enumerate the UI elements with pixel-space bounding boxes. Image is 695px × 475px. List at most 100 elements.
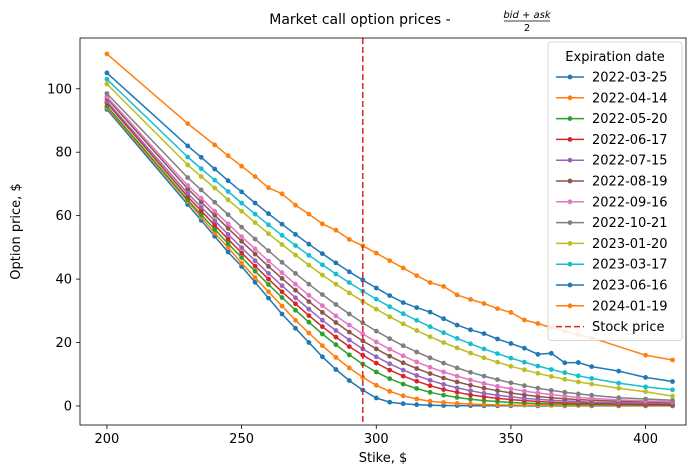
data-point xyxy=(387,346,393,352)
data-point xyxy=(468,396,473,402)
title-formula-numerator: bid + ask xyxy=(503,10,552,21)
data-point xyxy=(373,285,379,291)
data-point xyxy=(481,331,487,336)
data-point xyxy=(239,255,245,260)
data-point xyxy=(293,281,298,287)
data-point xyxy=(225,245,231,250)
data-point xyxy=(427,398,433,404)
data-point xyxy=(508,310,514,315)
data-point xyxy=(252,174,258,180)
data-point xyxy=(441,316,446,322)
series-2023-06-16 xyxy=(104,70,675,384)
data-point xyxy=(400,300,406,305)
legend-item: 2022-03-25 xyxy=(556,71,668,86)
data-point xyxy=(212,230,218,236)
data-point xyxy=(373,328,379,334)
data-point xyxy=(495,392,500,398)
data-point xyxy=(266,258,271,264)
data-point xyxy=(185,162,191,168)
data-point xyxy=(508,380,514,386)
data-point xyxy=(225,232,231,237)
data-point xyxy=(643,352,648,358)
legend-marker xyxy=(567,178,573,184)
legend-marker xyxy=(567,261,573,267)
data-point xyxy=(575,379,581,385)
data-point xyxy=(454,389,460,395)
data-point xyxy=(495,351,500,356)
data-point xyxy=(468,392,473,398)
y-axis-title: Option price, $ xyxy=(9,183,24,279)
data-point xyxy=(225,236,231,242)
data-point xyxy=(279,276,285,281)
data-point xyxy=(320,324,325,330)
data-point xyxy=(548,350,554,356)
data-point xyxy=(293,232,298,237)
data-point xyxy=(279,242,285,247)
data-point xyxy=(266,271,271,276)
data-point xyxy=(508,363,514,369)
x-axis: 200 250 300 350 400 xyxy=(95,425,658,447)
data-point xyxy=(441,387,446,392)
data-point xyxy=(373,250,379,256)
data-point xyxy=(495,402,500,408)
data-point xyxy=(400,401,406,407)
data-point xyxy=(104,91,110,96)
data-point xyxy=(535,385,541,391)
title-formula: bid + ask 2 xyxy=(503,10,552,34)
data-point xyxy=(346,322,352,328)
data-point xyxy=(225,212,231,218)
data-point xyxy=(225,178,231,184)
data-point xyxy=(373,306,379,312)
data-point xyxy=(454,292,460,298)
data-point xyxy=(508,341,514,346)
y-tick-label: 0 xyxy=(64,399,72,414)
legend-item: 2022-08-19 xyxy=(556,175,668,190)
data-point xyxy=(266,248,271,254)
data-point xyxy=(239,163,245,169)
y-tick-label: 100 xyxy=(47,82,72,97)
data-point xyxy=(495,306,500,311)
data-point xyxy=(266,185,271,191)
y-axis: 0 20 40 60 80 100 xyxy=(47,82,80,414)
data-point xyxy=(589,364,595,369)
data-point xyxy=(400,373,406,379)
data-point xyxy=(400,343,406,349)
legend-label: 2022-06-17 xyxy=(592,133,668,148)
chart-title-text: Market call option prices - xyxy=(269,12,450,28)
data-point xyxy=(346,344,352,349)
data-point xyxy=(279,270,285,276)
data-point xyxy=(373,360,379,366)
data-point xyxy=(400,353,406,359)
data-point xyxy=(387,376,393,382)
data-point xyxy=(198,199,204,205)
data-point xyxy=(306,306,312,312)
data-point xyxy=(346,280,352,285)
data-point xyxy=(481,381,487,386)
data-point xyxy=(575,373,581,379)
data-point xyxy=(266,231,271,237)
data-point xyxy=(414,328,420,333)
data-point xyxy=(670,393,675,399)
data-point xyxy=(185,183,191,188)
data-point xyxy=(212,226,218,232)
data-point xyxy=(266,295,271,301)
data-point xyxy=(522,359,527,365)
data-point xyxy=(468,327,473,333)
data-point xyxy=(427,324,433,330)
data-point xyxy=(212,222,218,228)
series-2022-08-19 xyxy=(104,95,675,405)
data-point xyxy=(670,387,675,393)
data-point xyxy=(427,402,433,408)
legend-marker xyxy=(567,116,573,121)
data-point xyxy=(212,177,218,183)
data-point xyxy=(522,392,527,398)
data-point xyxy=(266,211,271,217)
data-point xyxy=(306,252,312,258)
data-point xyxy=(373,382,379,388)
data-point xyxy=(481,301,487,306)
data-point xyxy=(454,373,460,379)
data-point xyxy=(427,364,433,370)
legend-label: 2022-03-25 xyxy=(592,71,668,86)
data-point xyxy=(508,394,514,400)
data-point xyxy=(373,369,379,375)
